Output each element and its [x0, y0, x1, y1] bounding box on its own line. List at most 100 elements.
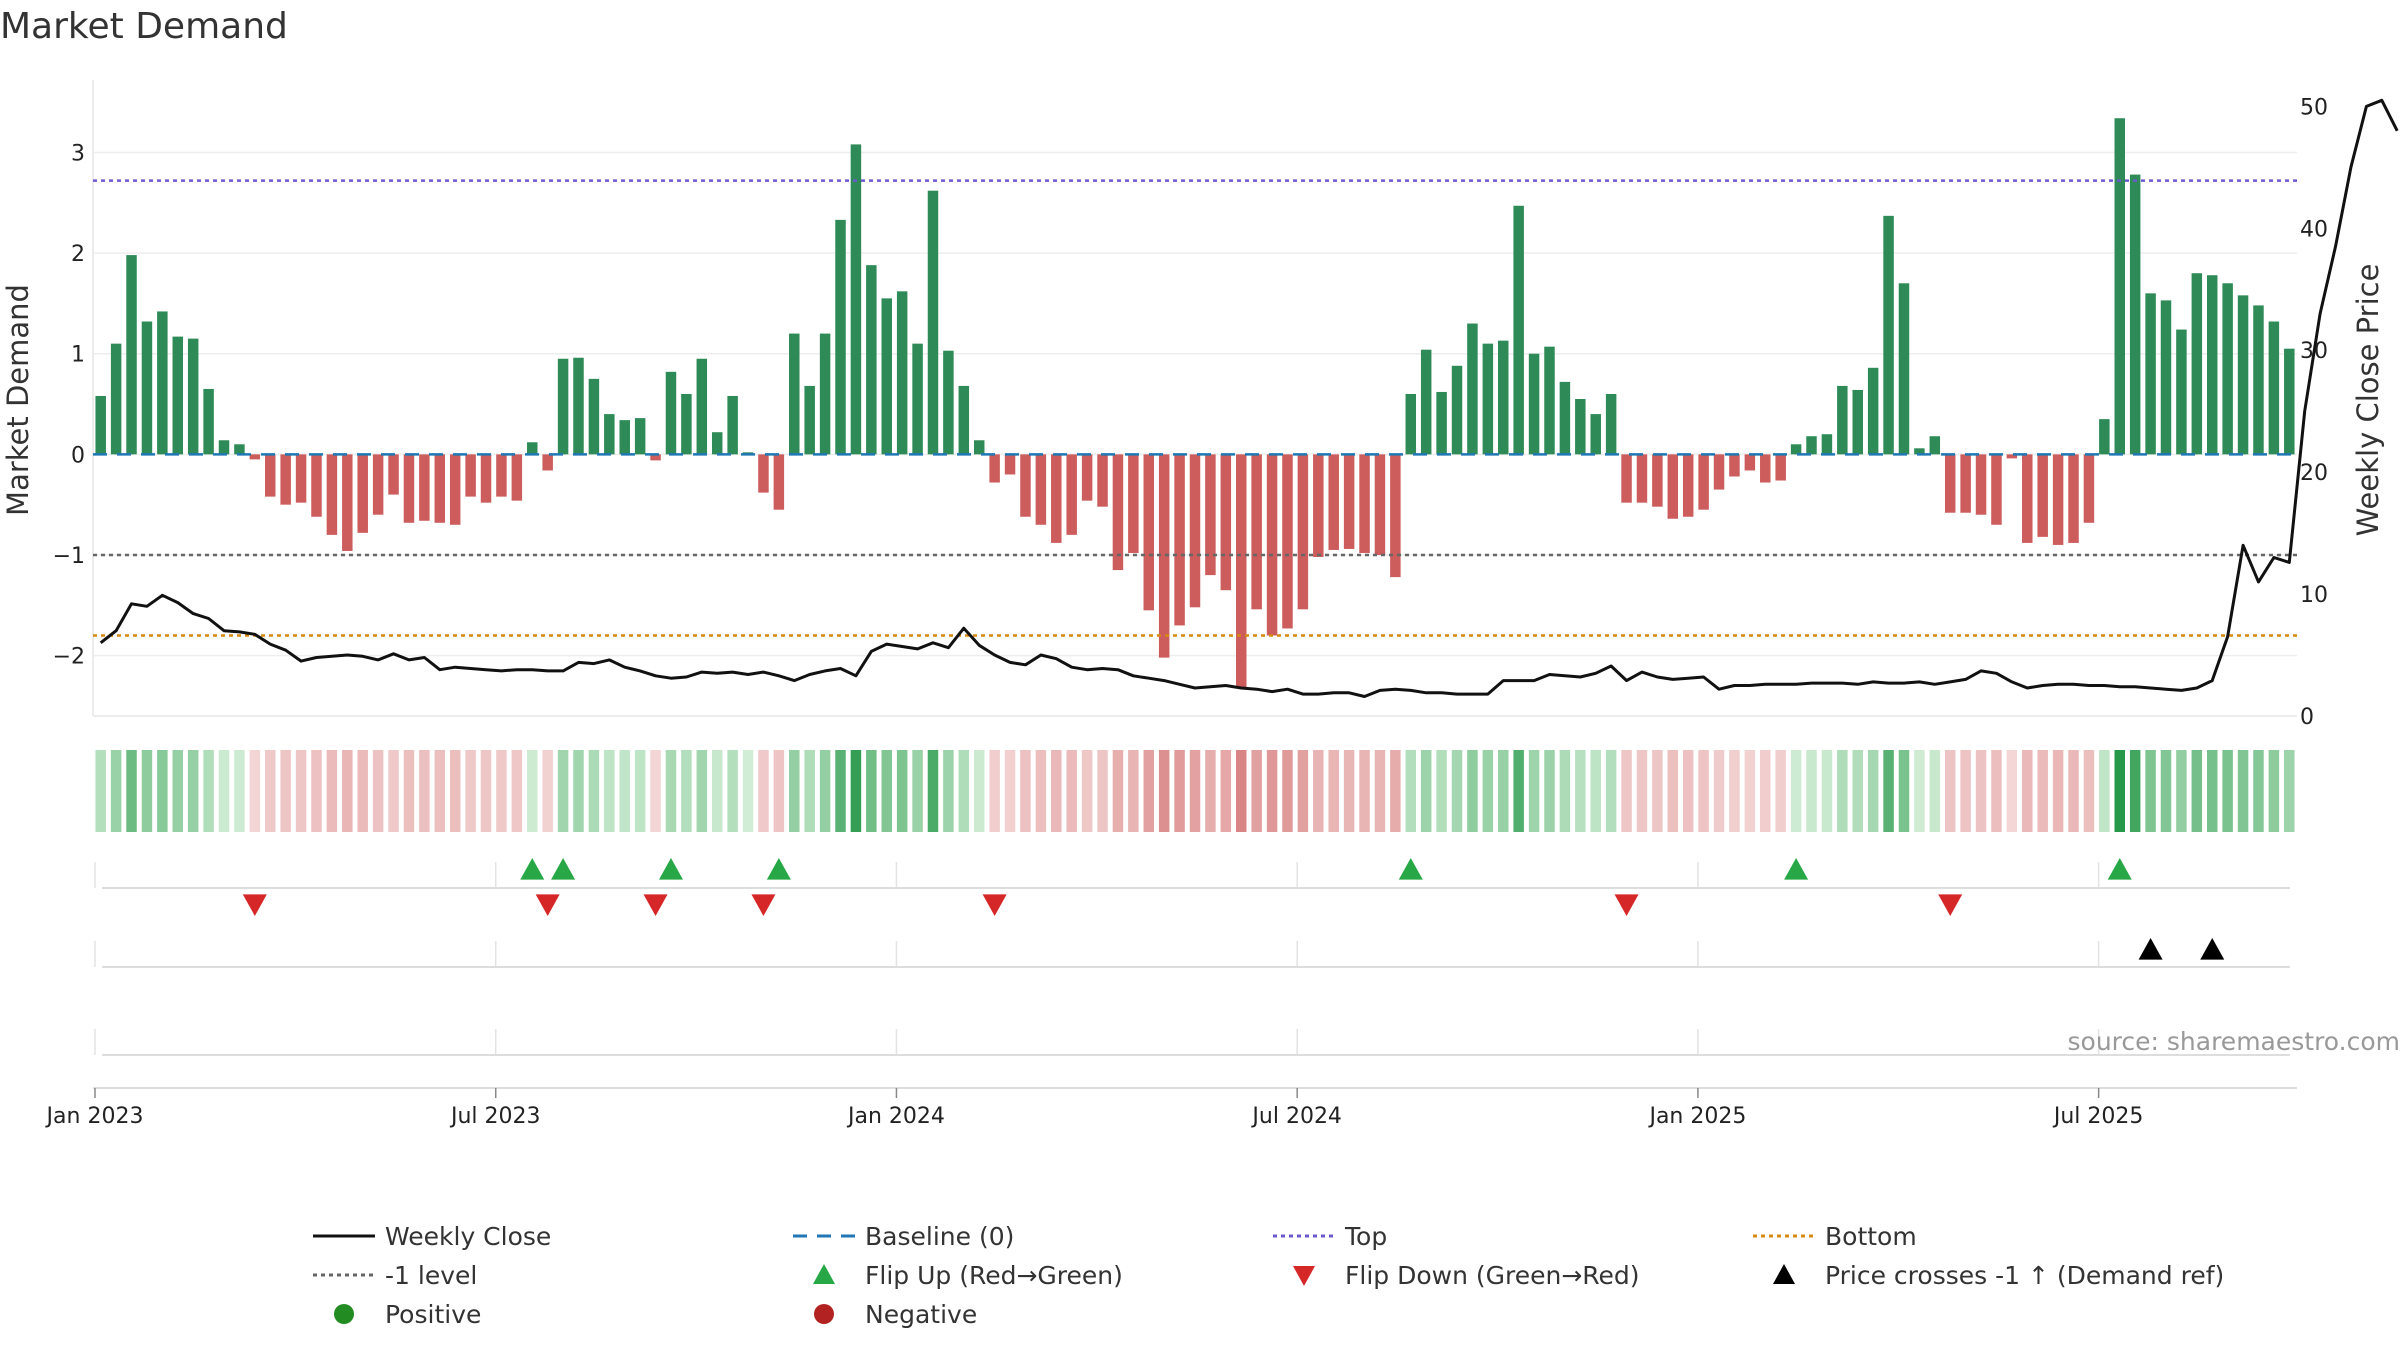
heat-cell: [2222, 750, 2233, 832]
heat-cell: [295, 750, 307, 832]
demand-bar-positive: [2176, 329, 2187, 455]
heat-cell: [2253, 750, 2264, 832]
heat-cell: [1806, 750, 1817, 832]
y2-axis-title: Weekly Close Price: [2351, 264, 2385, 537]
demand-bar-negative: [1220, 454, 1232, 591]
y2-axis-ticks: 0 10 20 30 40 50: [2300, 95, 2328, 730]
demand-bar-negative: [280, 454, 291, 505]
demand-bar-positive: [1498, 340, 1509, 455]
demand-bar-positive: [665, 371, 677, 455]
heat-cell: [1744, 750, 1756, 832]
legend-swatch-dot-marker: [334, 1304, 354, 1324]
heat-cell: [280, 750, 291, 832]
heat-cell: [542, 750, 553, 832]
demand-bar-positive: [927, 190, 939, 455]
legend-item: Positive: [334, 1300, 481, 1329]
legend-item: Flip Down (Green→Red): [1293, 1261, 1640, 1290]
heat-cell: [1081, 750, 1093, 832]
heat-cell: [1205, 750, 1216, 832]
demand-bar-negative: [1143, 454, 1155, 611]
heat-cell: [1436, 750, 1447, 832]
heat-cell: [1066, 750, 1077, 832]
demand-bar-negative: [449, 454, 461, 525]
legend-item: Flip Up (Red→Green): [813, 1261, 1123, 1290]
demand-bar-negative: [2083, 454, 2095, 523]
heat-cell: [1544, 750, 1555, 832]
demand-bar-negative: [1667, 454, 1679, 519]
heat-cell: [434, 750, 446, 832]
heat-cell: [2237, 750, 2249, 832]
heat-cell: [1467, 750, 1478, 832]
legend-label: Top: [1344, 1222, 1387, 1251]
weekly-close-series: [99, 98, 2399, 698]
heat-cell: [2068, 750, 2079, 832]
heat-cell: [804, 750, 815, 832]
demand-bar-positive: [1513, 205, 1524, 455]
demand-bar-negative: [1328, 454, 1339, 550]
flip-up-marker: [520, 858, 545, 880]
demand-bar-negative: [1343, 454, 1355, 549]
heat-cell: [696, 750, 708, 832]
heat-cell: [1158, 750, 1170, 832]
heat-cell: [342, 750, 353, 832]
heat-cell: [511, 750, 523, 832]
heat-cell: [650, 750, 661, 832]
demand-bar-negative: [1729, 454, 1740, 477]
demand-bar-positive: [1436, 391, 1447, 455]
x-tick-label: Jan 2025: [1647, 1104, 1746, 1129]
demand-bar-negative: [1066, 454, 1077, 535]
heat-cell: [1513, 750, 1524, 832]
demand-bar-positive: [866, 265, 877, 455]
flip-down-marker: [535, 894, 560, 916]
heat-cell: [1821, 750, 1833, 832]
demand-bar-positive: [588, 378, 600, 455]
demand-bar-positive: [573, 357, 584, 455]
y2-tick-label: 30: [2300, 339, 2328, 364]
demand-bar-positive: [1575, 399, 1586, 455]
heat-cell: [1667, 750, 1679, 832]
heat-cell: [1528, 750, 1540, 832]
demand-bar-negative: [650, 454, 661, 461]
heat-cell: [588, 750, 600, 832]
heat-cell: [480, 750, 492, 832]
heat-cell: [2083, 750, 2095, 832]
heat-cell: [1621, 750, 1632, 832]
demand-bar-negative: [1251, 454, 1262, 610]
demand-bar-positive: [1420, 349, 1432, 455]
demand-bar-positive: [850, 144, 862, 455]
demand-bar-negative: [1189, 454, 1201, 608]
heat-cell: [2022, 750, 2033, 832]
heat-cell: [881, 750, 892, 832]
flip-up-marker: [1784, 858, 1809, 880]
demand-bar-positive: [681, 393, 692, 455]
flip-down-marker: [982, 894, 1007, 916]
demand-bar-negative: [2037, 454, 2048, 537]
heat-cell: [1451, 750, 1463, 832]
heat-cell: [1559, 750, 1571, 832]
heat-cell: [2129, 750, 2141, 832]
demand-bar-positive: [2145, 293, 2156, 455]
heat-cell: [2206, 750, 2218, 832]
heat-cell: [2114, 750, 2125, 832]
demand-bar-positive: [727, 395, 738, 455]
demand-bar-negative: [419, 454, 430, 521]
y2-tick-label: 40: [2300, 217, 2328, 242]
heat-cell: [711, 750, 723, 832]
heat-cell: [681, 750, 692, 832]
demand-bar-positive: [804, 385, 815, 455]
heat-cell: [2037, 750, 2048, 832]
heat-cell: [1390, 750, 1401, 832]
demand-bars: [95, 118, 2295, 688]
heat-cell: [1004, 750, 1016, 832]
flip-up-marker: [2107, 858, 2132, 880]
demand-bar-positive: [1544, 346, 1555, 455]
y-axis-ticks: 3 2 1 0 −1 −2: [53, 141, 85, 669]
y2-tick-label: 20: [2300, 461, 2328, 486]
heat-cell: [326, 750, 338, 832]
heat-cell: [1605, 750, 1617, 832]
heat-cell: [388, 750, 399, 832]
heat-cell: [1636, 750, 1648, 832]
y-axis-title: Market Demand: [1, 284, 35, 516]
demand-bar-negative: [265, 454, 276, 497]
